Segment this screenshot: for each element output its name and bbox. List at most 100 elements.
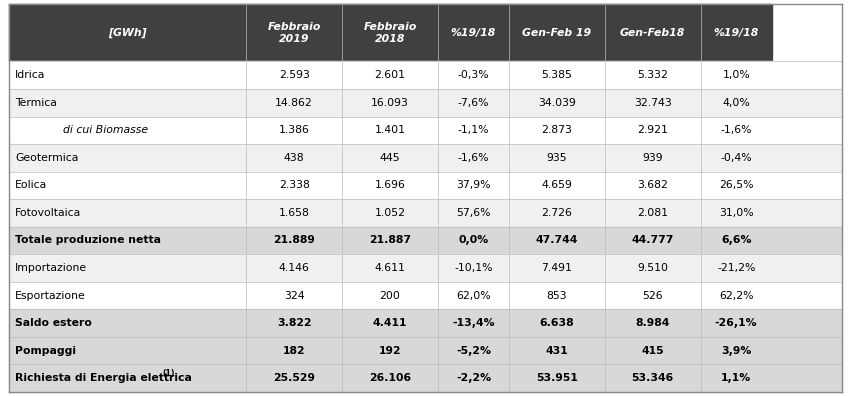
Text: -1,6%: -1,6% [721, 125, 752, 135]
Bar [9, 4, 246, 61]
Text: 0,0%: 0,0% [459, 236, 488, 246]
Text: Saldo estero: Saldo estero [15, 318, 92, 328]
Text: 2.873: 2.873 [541, 125, 572, 135]
Text: Esportazione: Esportazione [15, 291, 86, 301]
Text: 438: 438 [284, 153, 305, 163]
Text: 31,0%: 31,0% [719, 208, 753, 218]
Text: 62,0%: 62,0% [456, 291, 491, 301]
Text: 5.332: 5.332 [637, 70, 668, 80]
Text: Totale produzione netta: Totale produzione netta [15, 236, 161, 246]
Text: 8.984: 8.984 [636, 318, 670, 328]
Text: 4,0%: 4,0% [722, 98, 750, 108]
Text: 6,6%: 6,6% [721, 236, 751, 246]
Text: 2.593: 2.593 [279, 70, 310, 80]
Text: Gen-Feb18: Gen-Feb18 [620, 28, 685, 38]
Text: -5,2%: -5,2% [456, 346, 491, 356]
Text: [GWh]: [GWh] [108, 28, 146, 38]
Text: 2.081: 2.081 [637, 208, 668, 218]
Bar [438, 4, 509, 61]
Text: 526: 526 [643, 291, 663, 301]
Text: 1.658: 1.658 [279, 208, 310, 218]
Text: 5.385: 5.385 [541, 70, 572, 80]
Text: 3.682: 3.682 [637, 181, 668, 190]
Bar [9, 364, 842, 392]
Text: 4.146: 4.146 [279, 263, 310, 273]
Bar [9, 61, 842, 89]
Text: 44.777: 44.777 [631, 236, 674, 246]
Text: 47.744: 47.744 [535, 236, 578, 246]
Text: 26,5%: 26,5% [719, 181, 753, 190]
Text: 4.659: 4.659 [541, 181, 572, 190]
Text: 25.529: 25.529 [273, 373, 315, 383]
Text: di cui Biomasse: di cui Biomasse [63, 125, 148, 135]
Text: 415: 415 [642, 346, 664, 356]
Text: Importazione: Importazione [15, 263, 88, 273]
Text: 935: 935 [546, 153, 567, 163]
Text: 16.093: 16.093 [371, 98, 409, 108]
Bar [9, 171, 842, 199]
Text: (1): (1) [163, 369, 175, 378]
Text: 431: 431 [545, 346, 568, 356]
Bar [9, 199, 842, 227]
Text: Fotovoltaica: Fotovoltaica [15, 208, 82, 218]
Bar [342, 4, 438, 61]
Text: 21.889: 21.889 [273, 236, 315, 246]
Text: 1.052: 1.052 [374, 208, 406, 218]
Text: 21.887: 21.887 [369, 236, 411, 246]
Text: 7.491: 7.491 [541, 263, 572, 273]
Text: 2.601: 2.601 [374, 70, 406, 80]
Text: 4.411: 4.411 [373, 318, 408, 328]
Text: 14.862: 14.862 [275, 98, 313, 108]
Text: -26,1%: -26,1% [715, 318, 757, 328]
Text: -0,3%: -0,3% [458, 70, 489, 80]
Bar [9, 89, 842, 116]
Text: 32.743: 32.743 [634, 98, 671, 108]
Bar [9, 144, 842, 171]
Text: -10,1%: -10,1% [454, 263, 493, 273]
Text: 37,9%: 37,9% [456, 181, 491, 190]
Text: -1,6%: -1,6% [458, 153, 489, 163]
Bar [9, 282, 842, 309]
Text: 6.638: 6.638 [540, 318, 574, 328]
Text: 853: 853 [546, 291, 567, 301]
Text: 62,2%: 62,2% [719, 291, 753, 301]
Bar [9, 227, 842, 254]
Text: Richiesta di Energia elettrica: Richiesta di Energia elettrica [15, 373, 192, 383]
Text: 192: 192 [379, 346, 402, 356]
Text: 324: 324 [284, 291, 305, 301]
Text: 3,9%: 3,9% [721, 346, 751, 356]
Text: 2.921: 2.921 [637, 125, 668, 135]
Text: Idrica: Idrica [15, 70, 46, 80]
Text: Pompaggi: Pompaggi [15, 346, 77, 356]
Text: -13,4%: -13,4% [452, 318, 494, 328]
Text: -2,2%: -2,2% [456, 373, 491, 383]
Text: -7,6%: -7,6% [458, 98, 489, 108]
Text: 4.611: 4.611 [374, 263, 405, 273]
Text: 2.726: 2.726 [541, 208, 572, 218]
Text: 2.338: 2.338 [279, 181, 310, 190]
Text: %19/18: %19/18 [451, 28, 496, 38]
Text: 182: 182 [283, 346, 306, 356]
Text: 200: 200 [380, 291, 401, 301]
Text: 1.696: 1.696 [374, 181, 405, 190]
Text: 9.510: 9.510 [637, 263, 668, 273]
Text: -0,4%: -0,4% [720, 153, 752, 163]
Text: 3.822: 3.822 [277, 318, 311, 328]
Bar [700, 4, 772, 61]
Text: 34.039: 34.039 [538, 98, 576, 108]
Text: 57,6%: 57,6% [456, 208, 491, 218]
Text: 939: 939 [643, 153, 663, 163]
Text: 1.401: 1.401 [374, 125, 406, 135]
Bar [246, 4, 342, 61]
Bar [9, 309, 842, 337]
Text: Geotermica: Geotermica [15, 153, 78, 163]
Text: 53.951: 53.951 [536, 373, 578, 383]
Bar [509, 4, 605, 61]
Bar [9, 337, 842, 364]
Text: 1,1%: 1,1% [721, 373, 751, 383]
Text: Gen-Feb 19: Gen-Feb 19 [523, 28, 591, 38]
Bar [9, 116, 842, 144]
Text: -1,1%: -1,1% [458, 125, 489, 135]
Text: -21,2%: -21,2% [717, 263, 756, 273]
Text: Febbraio
2019: Febbraio 2019 [267, 22, 321, 44]
